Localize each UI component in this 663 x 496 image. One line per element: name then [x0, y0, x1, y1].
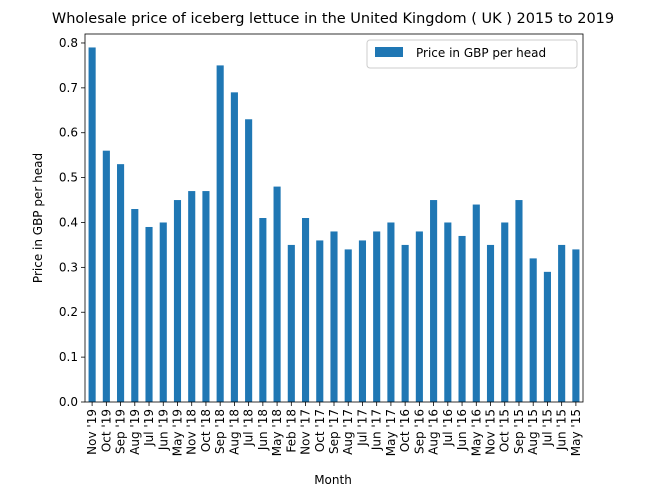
- y-tick-label: 0.7: [59, 81, 78, 95]
- x-tick-label: Sep '18: [213, 409, 227, 454]
- x-axis-ticks: Nov '19 Oct '19 Sep '19 Aug '19 Jul '19 Jun '…: [85, 402, 583, 456]
- bar-14: [287, 244, 295, 402]
- x-tick-label: Jun '17: [370, 409, 384, 451]
- bar-17: [330, 231, 338, 402]
- plot-frame: [84, 33, 584, 403]
- bar-33: [558, 244, 566, 402]
- bar-2: [117, 164, 125, 402]
- y-axis-ticks: 0.0 0.1 0.2 0.3 0.4 0.5 0.6 0.7 0.8: [59, 36, 85, 409]
- x-tick-label: Sep '16: [412, 409, 426, 454]
- bar-6: [173, 200, 182, 402]
- x-tick-label: Jul '19: [142, 409, 156, 447]
- bar-30: [515, 200, 523, 402]
- x-tick-label: Oct '17: [313, 409, 327, 452]
- bar-20: [373, 231, 381, 402]
- x-tick-label: Nov '19: [85, 409, 99, 455]
- bar-0: [88, 47, 96, 403]
- bar-1: [102, 150, 110, 402]
- x-tick-label: Aug '17: [341, 409, 355, 455]
- x-tick-label: Jun '19: [156, 409, 170, 451]
- x-tick-label: May '19: [170, 409, 184, 456]
- x-tick-label: Aug '19: [128, 409, 142, 455]
- x-tick-label: Jul '16: [441, 409, 455, 447]
- x-tick-label: May '17: [384, 409, 398, 456]
- bar-4: [145, 226, 153, 402]
- x-tick-label: Nov '18: [185, 409, 199, 455]
- x-tick-label: Oct '19: [99, 409, 113, 452]
- x-tick-label: Aug '18: [227, 409, 241, 455]
- bar-12: [259, 218, 267, 402]
- bar-28: [486, 244, 495, 402]
- legend-box: [366, 39, 578, 69]
- bar-22: [401, 244, 409, 402]
- bars-group: [88, 47, 580, 403]
- bar-25: [444, 222, 452, 402]
- x-tick-label: May '18: [270, 409, 284, 456]
- x-tick-label: Aug '16: [427, 409, 441, 455]
- legend: Price in GBP per head: [366, 39, 578, 69]
- y-axis-title: Price in GBP per head: [31, 153, 45, 283]
- x-tick-label: Nov '15: [484, 409, 498, 455]
- x-tick-label: May '16: [469, 409, 483, 456]
- x-tick-label: Aug '15: [526, 409, 540, 455]
- legend-label: Price in GBP per head: [416, 46, 546, 60]
- x-tick-label: Jun '15: [555, 409, 569, 451]
- x-tick-label: Oct '15: [498, 409, 512, 452]
- bar-16: [316, 240, 324, 402]
- bar-29: [501, 222, 509, 402]
- bar-21: [387, 222, 395, 402]
- bar-19: [358, 240, 367, 402]
- x-tick-label: Jun '16: [455, 409, 469, 451]
- x-tick-label: Sep '17: [327, 409, 341, 454]
- y-tick-label: 0.6: [59, 126, 78, 140]
- bar-34: [572, 249, 580, 402]
- bar-8: [202, 191, 210, 402]
- y-tick-label: 0.3: [59, 260, 78, 274]
- bar-18: [344, 249, 352, 402]
- y-tick-label: 0.1: [59, 350, 78, 364]
- x-tick-label: Jul '18: [242, 409, 256, 447]
- bar-32: [543, 271, 551, 402]
- x-tick-label: Jul '15: [540, 409, 554, 447]
- bar-7: [188, 191, 196, 402]
- bar-5: [159, 222, 167, 402]
- x-tick-label: Oct '16: [398, 409, 412, 452]
- x-tick-label: Feb '18: [284, 409, 298, 453]
- bar-24: [430, 200, 438, 402]
- x-tick-label: Sep '19: [114, 409, 128, 454]
- bar-23: [415, 231, 423, 402]
- x-tick-label: May '15: [569, 409, 583, 456]
- bar-31: [529, 258, 537, 402]
- bar-3: [131, 209, 139, 402]
- bar-10: [230, 92, 238, 402]
- y-tick-label: 0.8: [59, 36, 78, 50]
- bar-26: [458, 235, 466, 402]
- chart-title: Wholesale price of iceberg lettuce in th…: [52, 11, 614, 27]
- y-tick-label: 0.2: [59, 305, 78, 319]
- x-axis-title: Month: [314, 473, 352, 487]
- x-tick-label: Jul '17: [355, 409, 369, 447]
- x-tick-label: Nov '17: [299, 409, 313, 455]
- x-tick-label: Oct '18: [199, 409, 213, 452]
- bar-13: [273, 186, 281, 402]
- bar-11: [245, 119, 253, 403]
- legend-swatch: [375, 47, 403, 57]
- x-tick-label: Jun '18: [256, 409, 270, 451]
- y-tick-label: 0.0: [59, 395, 78, 409]
- y-tick-label: 0.5: [59, 171, 78, 185]
- y-tick-label: 0.4: [59, 215, 78, 229]
- bar-27: [472, 204, 480, 402]
- x-tick-label: Sep '15: [512, 409, 526, 454]
- bar-9: [216, 65, 224, 402]
- bar-15: [301, 218, 310, 402]
